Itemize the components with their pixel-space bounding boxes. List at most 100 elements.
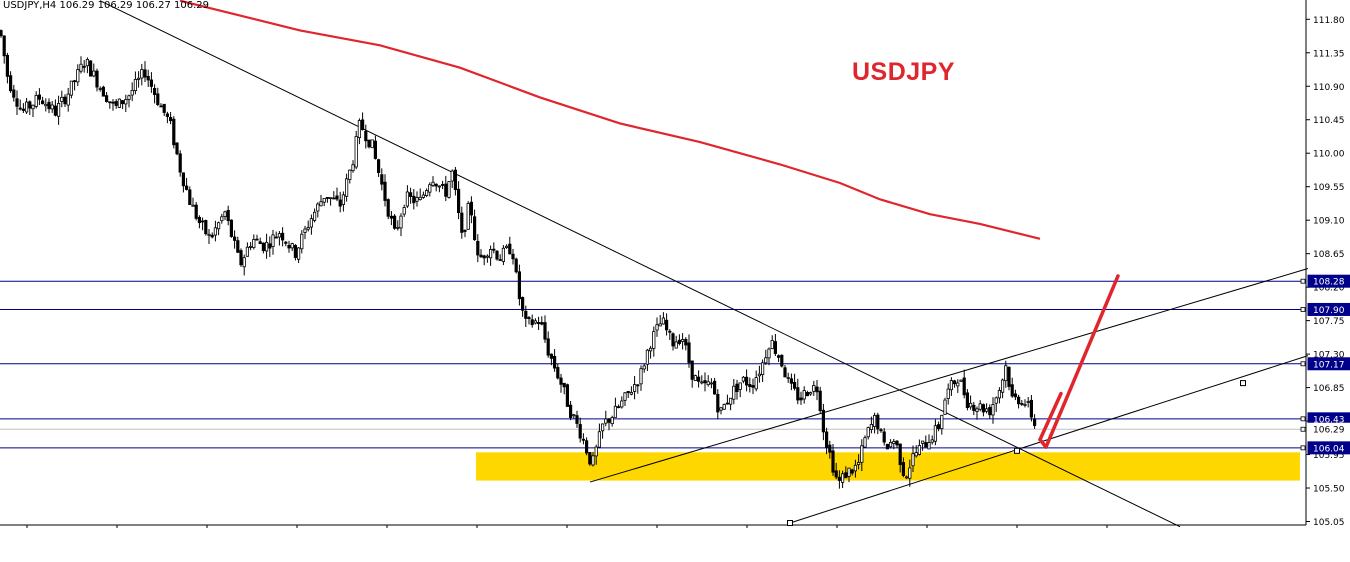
trendline-anchor[interactable] <box>1014 447 1020 454</box>
candle-body <box>620 400 624 408</box>
candle-body <box>152 88 157 95</box>
candle-body <box>617 406 621 409</box>
price-level-label: 107.90 <box>1313 306 1345 316</box>
candle-body <box>277 233 282 238</box>
candle-body <box>895 440 899 446</box>
candle-body <box>437 185 442 188</box>
candle-body <box>729 397 733 405</box>
moving-average-line <box>179 0 1041 240</box>
candle-body <box>156 93 160 105</box>
trendline-anchor[interactable] <box>787 519 793 526</box>
candle-body <box>312 211 317 221</box>
candle-body <box>18 107 22 110</box>
candle-body <box>444 183 448 197</box>
price-level-tag[interactable] <box>1307 302 1350 316</box>
price-tick-label: 111.80 <box>1313 16 1345 26</box>
candle-body <box>191 204 195 207</box>
candle-body <box>693 375 698 381</box>
forecast-arrow <box>1038 274 1120 449</box>
candle-body <box>649 347 653 352</box>
price-level-tag[interactable] <box>1307 357 1350 371</box>
candle-body <box>280 232 285 241</box>
candle-body <box>921 440 925 444</box>
candle-body <box>885 443 890 450</box>
chart-header: USDJPY,H4 106.29 106.29 106.27 106.29 <box>3 0 209 11</box>
candle-body <box>917 445 922 455</box>
candle-body <box>508 243 512 255</box>
candle-body <box>655 324 659 331</box>
candle-body <box>293 245 298 258</box>
candle-body <box>73 80 77 83</box>
price-tag-marker <box>1300 278 1306 284</box>
price-tick-label: 106.85 <box>1313 384 1345 394</box>
candle-body <box>440 184 445 186</box>
candle-body <box>351 164 355 172</box>
candle-body <box>537 322 541 325</box>
candle-body <box>159 105 163 108</box>
candle-body <box>168 116 173 122</box>
candle-body <box>472 216 477 241</box>
price-tick-label: 111.35 <box>1313 49 1345 59</box>
candle-body <box>344 178 349 197</box>
candle-body <box>997 390 1002 399</box>
candle-body <box>671 333 675 347</box>
candle-body <box>658 323 662 327</box>
candle-body <box>764 357 768 364</box>
candle-body <box>121 100 125 105</box>
candle-body <box>63 96 67 105</box>
price-level-tag[interactable] <box>1307 274 1350 288</box>
candle-body <box>424 190 429 197</box>
candle-body <box>636 384 640 387</box>
trendline[interactable] <box>99 0 1181 528</box>
candle-body <box>386 199 390 217</box>
candle-body <box>309 218 314 228</box>
candle-body <box>562 382 566 388</box>
candle-body <box>255 238 259 241</box>
candle-body <box>95 70 99 88</box>
candle-body <box>841 473 845 483</box>
candle-body <box>8 75 13 92</box>
candle-body <box>629 392 634 395</box>
candle-body <box>300 233 304 250</box>
candle-body <box>127 95 131 100</box>
candle-body <box>236 240 240 253</box>
price-tick-label: 110.45 <box>1313 116 1345 126</box>
candle-body <box>296 247 301 260</box>
candle-body <box>623 392 627 401</box>
candle-body <box>777 355 781 358</box>
current-price-tag[interactable] <box>1307 422 1350 436</box>
candle-body <box>367 139 371 148</box>
candle-body <box>463 229 467 232</box>
candle-body <box>703 380 707 384</box>
candle-body <box>357 120 362 139</box>
candle-body <box>213 227 217 236</box>
candle-body <box>341 194 346 205</box>
trendline[interactable] <box>589 268 1309 483</box>
candle-body <box>991 404 995 416</box>
candle-body <box>524 310 528 319</box>
trendline-anchor[interactable] <box>1240 380 1246 387</box>
price-tick-label: 105.50 <box>1313 485 1345 495</box>
candle-body <box>613 405 618 418</box>
candle-body <box>328 197 333 200</box>
candle-body <box>57 102 61 117</box>
candle-body <box>1010 384 1014 397</box>
candle-body <box>89 60 93 77</box>
candle-body <box>652 331 656 349</box>
pair-title: USDJPY <box>852 58 956 86</box>
candle-body <box>594 446 598 457</box>
candle-body <box>697 376 701 382</box>
price-tick-label: 110.00 <box>1313 150 1345 160</box>
candle-body <box>12 89 16 98</box>
candle-body <box>162 103 166 113</box>
candle-body <box>175 142 179 155</box>
candle-body <box>44 103 48 107</box>
candle-body <box>933 425 938 442</box>
price-level-tag[interactable] <box>1307 441 1350 455</box>
candle-body <box>143 69 147 78</box>
candle-body <box>492 248 496 251</box>
candle-body <box>639 368 643 385</box>
candle-body <box>111 101 115 104</box>
